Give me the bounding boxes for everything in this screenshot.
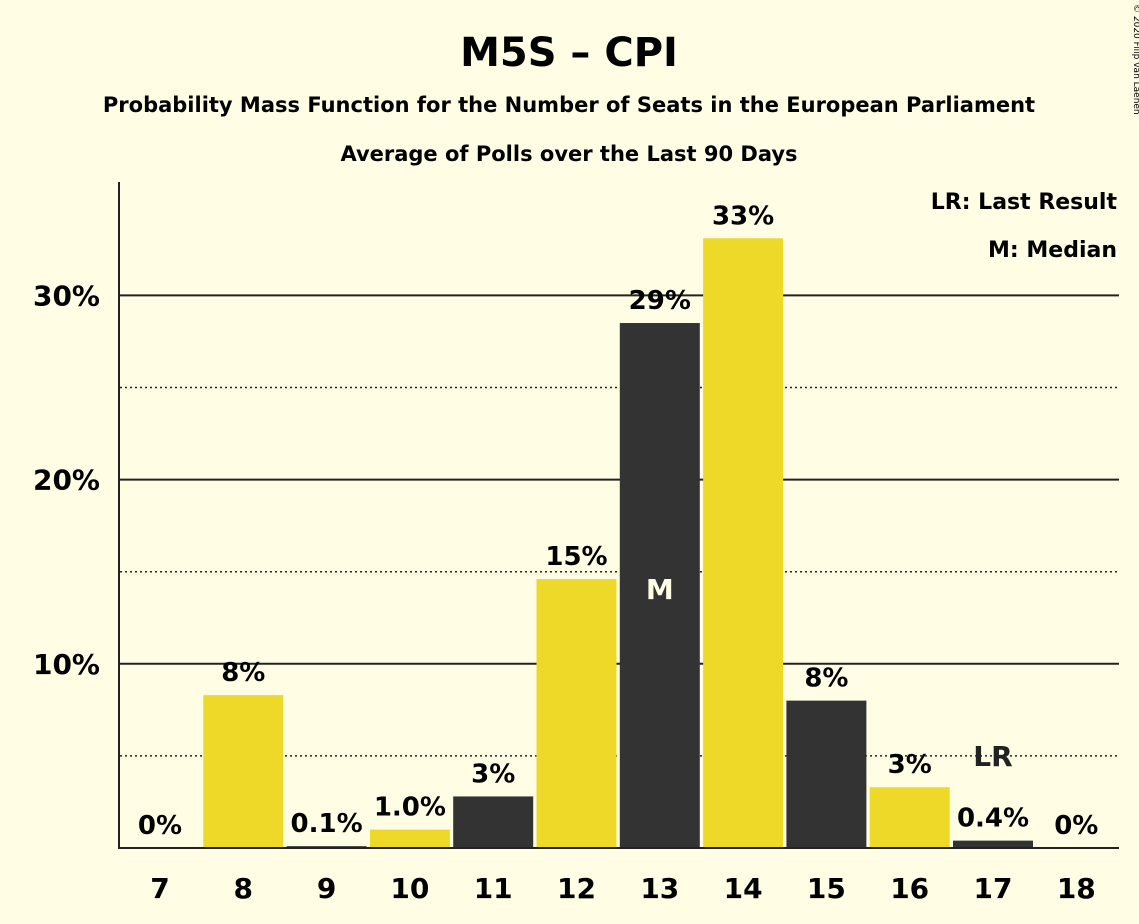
bar-14 [703,238,784,849]
x-axis-ticks: 7 8 9 10 11 12 13 14 15 16 17 18 [150,872,1096,905]
x-tick-label: 7 [150,872,169,905]
bar-15 [786,700,867,848]
data-label-10: 1.0% [374,793,446,823]
data-label-18: 0% [1054,811,1098,841]
data-label-9: 0.1% [291,809,363,839]
x-tick-label: 11 [474,872,513,905]
data-label-11: 3% [471,759,515,789]
bar-8 [203,695,284,848]
legend-median: M: Median [988,238,1117,263]
x-tick-label: 16 [890,872,929,905]
chart-subtitle: Probability Mass Function for the Number… [103,93,1035,117]
data-label-12: 15% [545,542,607,572]
x-tick-label: 12 [557,872,596,905]
data-label-13: 29% [629,286,691,316]
bar-12 [536,579,617,848]
x-tick-label: 13 [640,872,679,905]
y-axis-ticks: 10% 20% 30% [33,279,100,680]
x-tick-label: 8 [234,872,253,905]
bar-16 [869,787,950,848]
y-tick-label: 30% [33,279,100,312]
bar-11 [453,796,534,848]
legend-last-result: LR: Last Result [931,190,1118,215]
data-label-17: 0.4% [957,804,1029,834]
data-labels: 0% 8% 0.1% 1.0% 3% 15% 29% M 33% 8% 3% 0.4% LR 0% [138,201,1098,841]
x-tick-label: 9 [317,872,336,905]
data-label-7: 0% [138,811,182,841]
x-tick-label: 15 [807,872,846,905]
x-tick-label: 18 [1057,872,1096,905]
y-tick-label: 10% [33,648,100,681]
x-tick-label: 10 [390,872,429,905]
median-marker: M [646,573,674,606]
data-label-8: 8% [221,658,265,688]
bar-10 [369,829,450,848]
y-tick-label: 20% [33,464,100,497]
bar-17 [953,840,1033,848]
bars [203,238,1033,849]
last-result-marker: LR [973,740,1012,773]
bar-13 [619,323,700,848]
data-label-15: 8% [804,664,848,694]
copyright-text: © 2020 Filip van Laenen [1131,4,1139,115]
x-tick-label: 14 [724,872,763,905]
x-tick-label: 17 [974,872,1013,905]
chart-title: M5S – CPI [460,30,678,76]
data-label-14: 33% [712,201,774,231]
data-label-16: 3% [888,750,932,780]
gridlines [120,294,1119,757]
chart-subtitle-2: Average of Polls over the Last 90 Days [340,142,797,166]
